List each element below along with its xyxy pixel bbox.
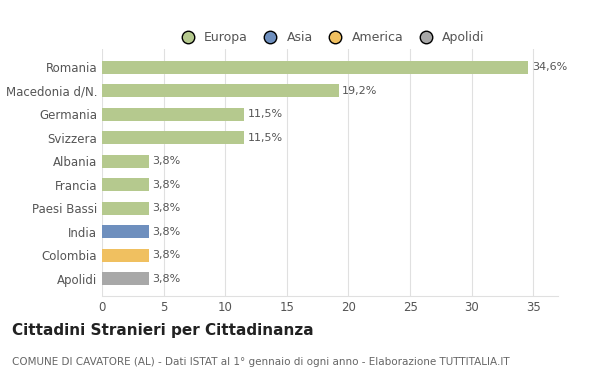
Bar bbox=[102, 108, 244, 120]
Text: 11,5%: 11,5% bbox=[247, 109, 283, 119]
Text: 3,8%: 3,8% bbox=[152, 274, 181, 284]
Bar bbox=[102, 225, 149, 238]
Legend: Europa, Asia, America, Apolidi: Europa, Asia, America, Apolidi bbox=[170, 26, 490, 49]
Text: 3,8%: 3,8% bbox=[152, 250, 181, 260]
Bar bbox=[102, 178, 149, 191]
Bar bbox=[102, 155, 149, 168]
Text: COMUNE DI CAVATORE (AL) - Dati ISTAT al 1° gennaio di ogni anno - Elaborazione T: COMUNE DI CAVATORE (AL) - Dati ISTAT al … bbox=[12, 357, 509, 367]
Text: 19,2%: 19,2% bbox=[343, 86, 377, 96]
Text: 3,8%: 3,8% bbox=[152, 156, 181, 166]
Bar bbox=[102, 131, 244, 144]
Text: 3,8%: 3,8% bbox=[152, 180, 181, 190]
Text: 34,6%: 34,6% bbox=[532, 62, 568, 72]
Bar bbox=[102, 202, 149, 215]
Bar bbox=[102, 84, 338, 97]
Text: 3,8%: 3,8% bbox=[152, 227, 181, 237]
Bar bbox=[102, 272, 149, 285]
Text: 11,5%: 11,5% bbox=[247, 133, 283, 142]
Bar bbox=[102, 249, 149, 262]
Text: 3,8%: 3,8% bbox=[152, 203, 181, 213]
Text: Cittadini Stranieri per Cittadinanza: Cittadini Stranieri per Cittadinanza bbox=[12, 323, 314, 338]
Bar bbox=[102, 61, 529, 74]
